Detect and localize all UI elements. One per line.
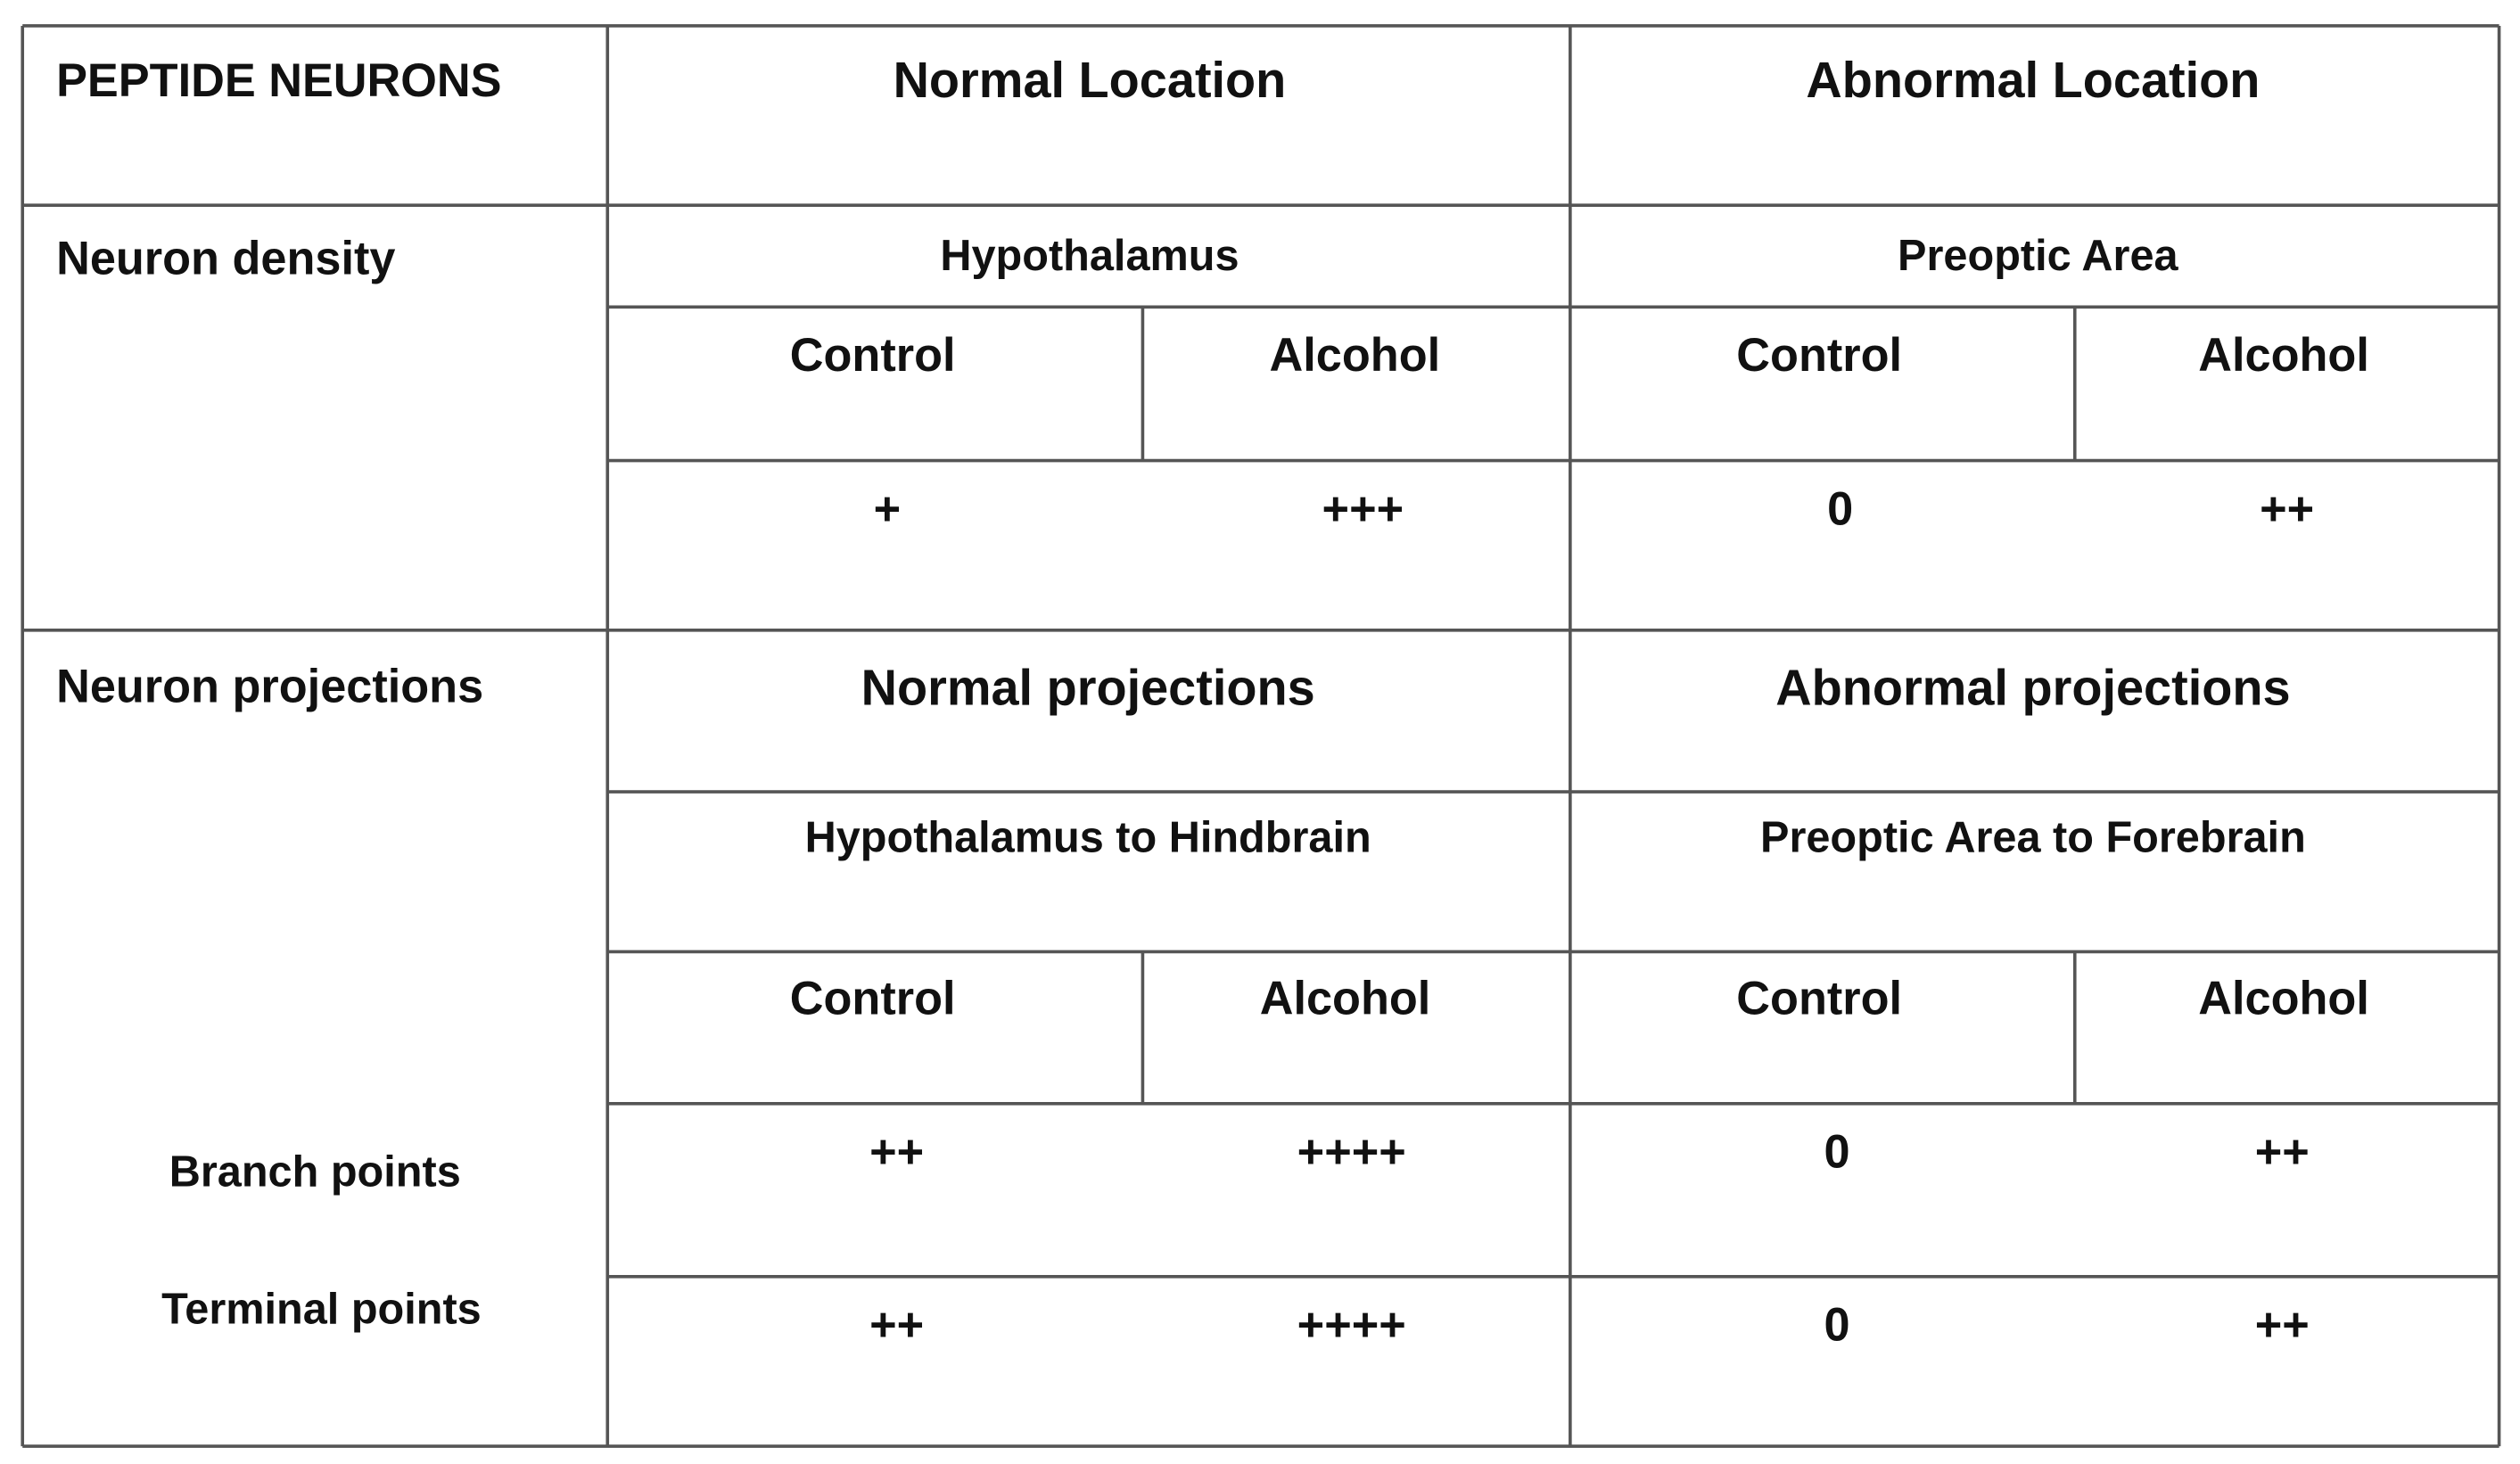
group-header: Alcohol — [1260, 973, 1431, 1024]
cell-value: ++++ — [1297, 1127, 1406, 1179]
cell-value: +++ — [1322, 483, 1404, 535]
cell-value: ++ — [869, 1127, 924, 1179]
region: Hypothalamus — [940, 232, 1239, 280]
projection-path: Hypothalamus to Hindbrain — [805, 813, 1371, 861]
cell-value: 0 — [1827, 483, 1853, 535]
group-header: Alcohol — [1270, 330, 1441, 382]
cell-value: ++ — [2260, 483, 2314, 535]
cell-value: 0 — [1824, 1300, 1849, 1352]
cell-value: ++++ — [1297, 1300, 1406, 1352]
projection-header: Normal projections — [861, 659, 1315, 715]
row-label: Terminal points — [161, 1285, 482, 1333]
cell-value: ++ — [2255, 1127, 2310, 1179]
column-header: Abnormal Location — [1806, 52, 2260, 108]
group-header: Control — [790, 973, 956, 1024]
projection-path: Preoptic Area to Forebrain — [1760, 813, 2306, 861]
table-lines — [21, 24, 2501, 1448]
cell-value: 0 — [1824, 1127, 1849, 1179]
section-label: Neuron projections — [56, 662, 483, 713]
group-header: Control — [790, 330, 956, 382]
group-header: Control — [1736, 973, 1902, 1024]
header-title: PEPTIDE NEURONS — [56, 55, 501, 107]
region: Preoptic Area — [1898, 232, 2178, 280]
cell-value: ++ — [869, 1300, 924, 1352]
column-header: Normal Location — [894, 52, 1287, 108]
cell-value: ++ — [2255, 1300, 2310, 1352]
row-label: Branch points — [169, 1147, 461, 1196]
group-header: Alcohol — [2198, 330, 2369, 382]
cell-value: + — [874, 483, 902, 535]
group-header: Control — [1736, 330, 1902, 382]
group-header: Alcohol — [2198, 973, 2369, 1024]
section-label: Neuron density — [56, 233, 395, 284]
projection-header: Abnormal projections — [1775, 659, 2290, 715]
